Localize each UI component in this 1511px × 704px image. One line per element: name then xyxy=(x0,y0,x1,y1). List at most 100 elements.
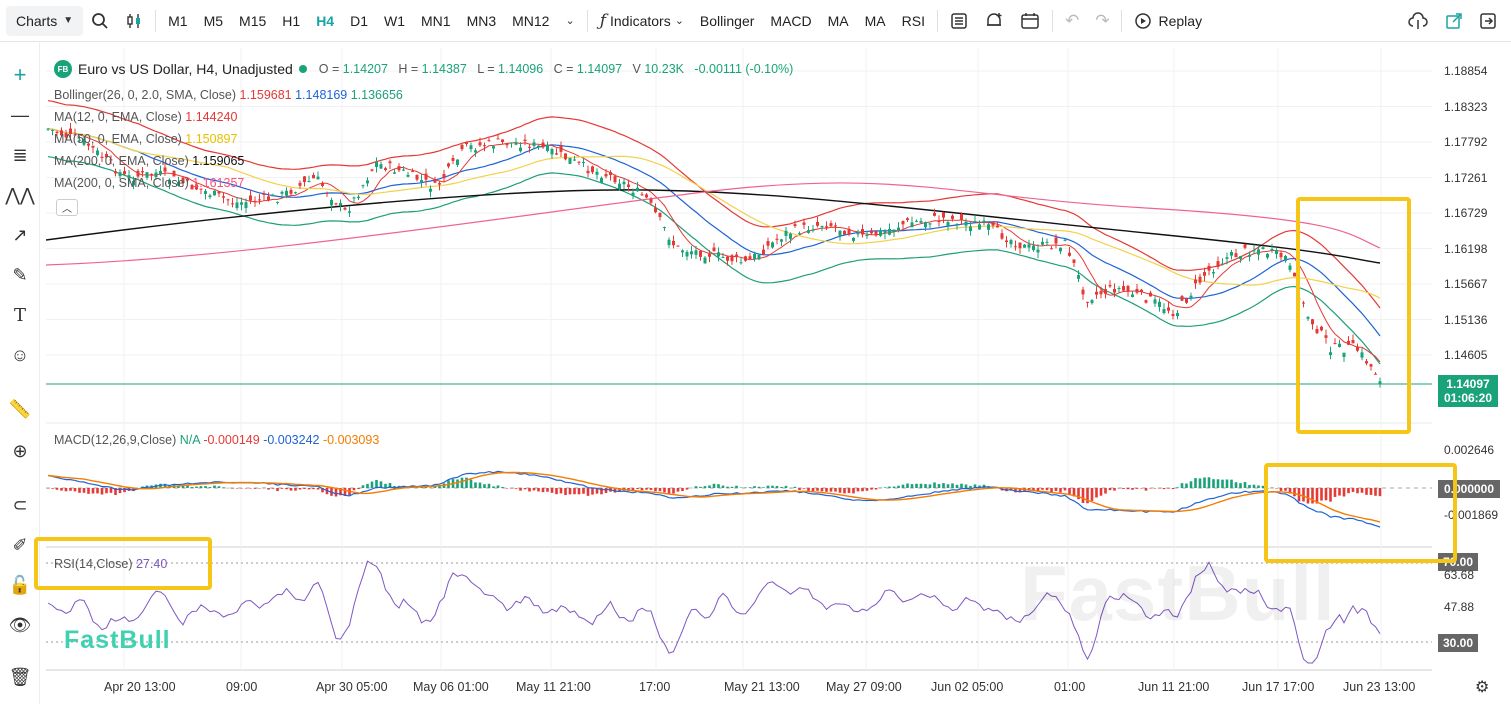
indicator-shortcut-rsi-4[interactable]: RSI xyxy=(901,12,925,29)
magnet-tool[interactable]: ⊂ xyxy=(0,490,40,520)
timeframe-h1[interactable]: H1 xyxy=(282,12,301,29)
macd-pane xyxy=(46,470,1382,528)
layout-button[interactable] xyxy=(942,0,976,42)
projection-tool[interactable]: ↗ xyxy=(0,220,40,250)
candle-body xyxy=(1234,253,1238,258)
indicator-legend-row[interactable]: MA(200, 0, SMA, Close) 1.161357 xyxy=(54,176,244,190)
indicator-legend-row[interactable]: Bollinger(26, 0, 2.0, SMA, Close) 1.1596… xyxy=(54,88,403,102)
time-axis[interactable]: Apr 20 13:00 09:00 Apr 30 05:00 May 06 01:0… xyxy=(46,676,1432,698)
search-button[interactable] xyxy=(83,0,117,42)
candle-body xyxy=(964,221,968,226)
low-label: L = xyxy=(477,62,495,76)
erase-drawings-tool[interactable]: ✐ xyxy=(0,530,40,560)
candle-body xyxy=(190,185,194,190)
chart-canvas[interactable] xyxy=(46,48,1432,676)
timeframe-list: M1 M5 M15 H1 H4 D1 W1 MN1 MN3 MN12 xyxy=(160,0,557,42)
macd-histogram-bar xyxy=(897,485,900,488)
indicator-legend-row[interactable]: MA(50, 0, EMA, Close) 1.150897 xyxy=(54,132,237,146)
candle-body xyxy=(154,172,158,178)
watermark-small: FastBull xyxy=(64,626,171,654)
pattern-tool[interactable]: ⋀⋀ xyxy=(0,180,40,210)
timeframe-mn12[interactable]: MN12 xyxy=(512,12,550,29)
macd-histogram-bar xyxy=(1059,488,1062,493)
candle-body xyxy=(1284,256,1287,262)
macd-histogram-bar xyxy=(60,488,63,491)
indicator-shortcut-macd-1[interactable]: MACD xyxy=(770,12,812,29)
timeframe-m1[interactable]: M1 xyxy=(168,12,188,29)
delete-tool[interactable]: 🗑 xyxy=(0,662,40,692)
macd-histogram-bar xyxy=(955,484,959,488)
macd-histogram-bar xyxy=(249,488,252,489)
macd-histogram-bar xyxy=(613,488,617,493)
ruler-tool[interactable]: 📏 xyxy=(0,394,40,424)
highlight-box-rsi xyxy=(34,537,212,590)
candle-body xyxy=(1099,291,1103,295)
timeframe-h4[interactable]: H4 xyxy=(316,12,335,29)
calendar-button[interactable] xyxy=(1012,0,1048,42)
time-axis-label: Jun 23 13:00 xyxy=(1343,680,1416,694)
candle-body xyxy=(150,173,153,175)
macd-histogram-bar xyxy=(519,488,522,491)
indicator-legend-label: MA(200, 0, EMA, Close) xyxy=(54,154,193,168)
candle-body xyxy=(883,230,887,234)
charts-menu-button[interactable]: Charts ▼ xyxy=(6,5,84,36)
macd-label: MACD(12,26,9,Close) xyxy=(54,433,177,447)
timeframe-w1[interactable]: W1 xyxy=(384,12,405,29)
undo-button[interactable]: ↶ xyxy=(1057,0,1087,42)
indicator-legend-label: MA(12, 0, EMA, Close) xyxy=(54,110,186,124)
cloud-button[interactable] xyxy=(1399,0,1437,42)
toolbar-divider xyxy=(1051,9,1053,32)
macd-histogram-bar xyxy=(1117,488,1121,489)
timeframe-more-button[interactable]: ⌄ xyxy=(557,0,582,42)
macd-histogram-bar xyxy=(298,488,302,490)
macd-histogram-bar xyxy=(1140,488,1143,489)
visibility-tool[interactable]: 👁 xyxy=(0,610,40,640)
brush-tool[interactable]: ✎ xyxy=(0,260,40,290)
indicator-shortcut-ma-3[interactable]: MA xyxy=(864,12,886,29)
indicator-shortcut-ma-2[interactable]: MA xyxy=(827,12,849,29)
candle-body xyxy=(775,238,779,240)
indicators-label: Indicators xyxy=(610,12,671,29)
indicator-legend-row[interactable]: MA(200, 0, EMA, Close) 1.159065 xyxy=(54,154,244,168)
line-tool[interactable]: — xyxy=(0,100,40,130)
crosshair-tool[interactable]: + xyxy=(0,60,40,90)
lock-tool[interactable]: 🔓 xyxy=(0,570,40,600)
zoom-tool[interactable]: ⊕ xyxy=(0,436,40,466)
macd-histogram-bar xyxy=(118,488,122,494)
macd-histogram-bar xyxy=(1104,488,1107,494)
alert-button[interactable] xyxy=(976,0,1012,42)
macd-histogram-bar xyxy=(847,488,851,493)
indicators-button[interactable]: ƒ Indicators ⌄ xyxy=(592,0,692,42)
redo-button[interactable]: ↷ xyxy=(1087,0,1117,42)
timeframe-d1[interactable]: D1 xyxy=(350,12,368,29)
fib-tool[interactable]: ≣ xyxy=(0,140,40,170)
candle-body xyxy=(784,230,788,236)
indicator-legend-row[interactable]: MA(12, 0, EMA, Close) 1.144240 xyxy=(54,110,237,124)
price-axis[interactable]: 1.18854 1.18323 1.17792 1.17261 1.16729 1.161… xyxy=(1432,48,1511,676)
chart-type-button[interactable] xyxy=(117,0,151,42)
indicator-shortcut-bollinger-0[interactable]: Bollinger xyxy=(699,12,755,29)
candle-body xyxy=(780,239,783,242)
timeframe-m15[interactable]: M15 xyxy=(239,12,267,29)
timeframe-m5[interactable]: M5 xyxy=(203,12,224,29)
timeframe-mn1[interactable]: MN1 xyxy=(421,12,451,29)
exit-button[interactable] xyxy=(1471,0,1505,42)
macd-histogram-bar xyxy=(802,488,806,489)
macd-histogram-bar xyxy=(910,484,914,488)
candle-body xyxy=(271,195,275,197)
timeframe-mn3[interactable]: MN3 xyxy=(466,12,497,29)
candle-body xyxy=(46,128,50,130)
text-tool[interactable]: T xyxy=(0,300,40,330)
replay-button[interactable]: Replay xyxy=(1126,0,1210,42)
highlight-box-price xyxy=(1296,197,1411,434)
emoji-tool[interactable]: ☺ xyxy=(0,340,40,370)
settings-button[interactable]: ⚙ xyxy=(1475,677,1489,697)
share-button[interactable] xyxy=(1437,0,1471,42)
macd-histogram-bar xyxy=(204,486,207,488)
crosshair-icon: + xyxy=(13,62,27,87)
macd-histogram-bar xyxy=(942,483,945,488)
collapse-legend-button[interactable]: ︿ xyxy=(56,199,78,216)
macd-histogram-bar xyxy=(496,485,500,488)
macd-na: N/A xyxy=(179,433,200,447)
macd-histogram-bar xyxy=(514,488,518,489)
